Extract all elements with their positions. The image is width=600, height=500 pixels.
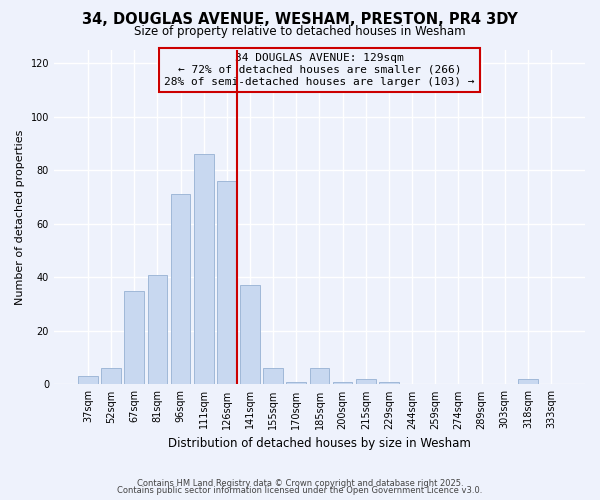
Text: Contains HM Land Registry data © Crown copyright and database right 2025.: Contains HM Land Registry data © Crown c… — [137, 478, 463, 488]
Bar — [240, 286, 260, 384]
Bar — [263, 368, 283, 384]
Text: Size of property relative to detached houses in Wesham: Size of property relative to detached ho… — [134, 25, 466, 38]
Bar — [194, 154, 214, 384]
Bar — [379, 382, 399, 384]
Text: Contains public sector information licensed under the Open Government Licence v3: Contains public sector information licen… — [118, 486, 482, 495]
Bar — [310, 368, 329, 384]
Y-axis label: Number of detached properties: Number of detached properties — [15, 130, 25, 305]
Bar — [170, 194, 190, 384]
Text: 34, DOUGLAS AVENUE, WESHAM, PRESTON, PR4 3DY: 34, DOUGLAS AVENUE, WESHAM, PRESTON, PR4… — [82, 12, 518, 28]
Bar — [356, 379, 376, 384]
Bar — [286, 382, 306, 384]
Bar — [217, 181, 236, 384]
Bar — [78, 376, 98, 384]
X-axis label: Distribution of detached houses by size in Wesham: Distribution of detached houses by size … — [168, 437, 471, 450]
Bar — [333, 382, 352, 384]
Bar — [148, 274, 167, 384]
Bar — [518, 379, 538, 384]
Text: 34 DOUGLAS AVENUE: 129sqm
← 72% of detached houses are smaller (266)
28% of semi: 34 DOUGLAS AVENUE: 129sqm ← 72% of detac… — [164, 54, 475, 86]
Bar — [101, 368, 121, 384]
Bar — [124, 291, 144, 384]
